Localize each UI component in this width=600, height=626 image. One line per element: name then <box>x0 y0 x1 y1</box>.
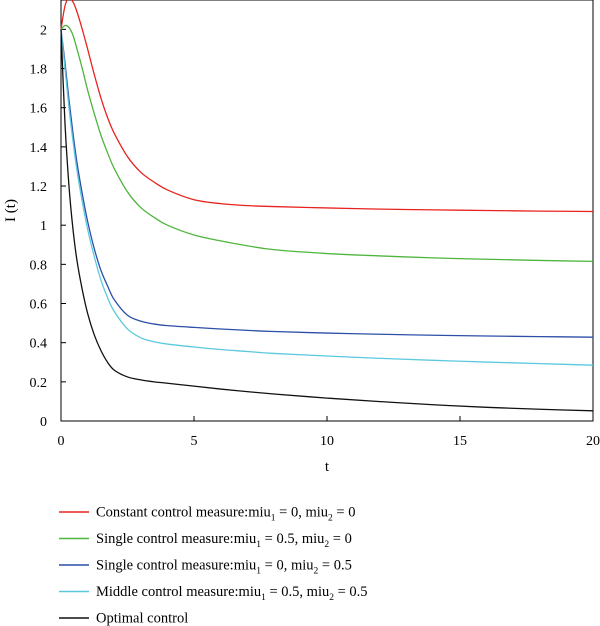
series-line-5 <box>60 29 594 412</box>
legend-label-3: Single control measure:miu1 = 0, miu2 = … <box>96 558 352 577</box>
series-line-2 <box>60 24 594 263</box>
x-tick-label: 5 <box>191 434 198 449</box>
x-tick-label: 0 <box>58 434 65 449</box>
y-tick-label: 2 <box>40 23 47 38</box>
x-axis-label: t <box>325 459 330 475</box>
series-line-1 <box>60 0 594 213</box>
y-tick-label: 1.2 <box>30 180 48 195</box>
legend-label-2: Single control measure:miu1 = 0.5, miu2 … <box>96 531 352 550</box>
series-line-3 <box>60 29 594 338</box>
series-line-4 <box>60 29 594 366</box>
y-tick-label: 0.4 <box>30 337 48 352</box>
legend: Constant control measure:miu1 = 0, miu2 … <box>59 505 368 626</box>
y-tick-label: 0.8 <box>30 258 48 273</box>
y-tick-label: 0.2 <box>30 376 48 391</box>
axes: 0 5 10 15 20 0 0.2 0.4 0.6 0.8 1 1.2 1.4 1.6 1.8 2 <box>30 0 600 449</box>
legend-label-4: Middle control measure:miu1 = 0.5, miu2 … <box>96 584 368 603</box>
legend-label-1: Constant control measure:miu1 = 0, miu2 … <box>96 505 355 524</box>
y-tick-label: 0 <box>40 415 47 430</box>
y-tick-label: 1 <box>40 219 47 234</box>
y-tick-label: 1.4 <box>30 141 48 156</box>
y-tick-label: 0.6 <box>30 298 48 313</box>
y-tick-label: 1.6 <box>30 102 48 117</box>
y-tick-label: 1.8 <box>30 63 48 78</box>
x-tick-label: 10 <box>320 434 334 449</box>
x-tick-label: 15 <box>453 434 467 449</box>
y-axis-label: I (t) <box>3 199 19 222</box>
legend-label-5: Optimal control <box>96 611 188 626</box>
series-layer <box>60 0 594 412</box>
x-tick-label: 20 <box>586 434 600 449</box>
